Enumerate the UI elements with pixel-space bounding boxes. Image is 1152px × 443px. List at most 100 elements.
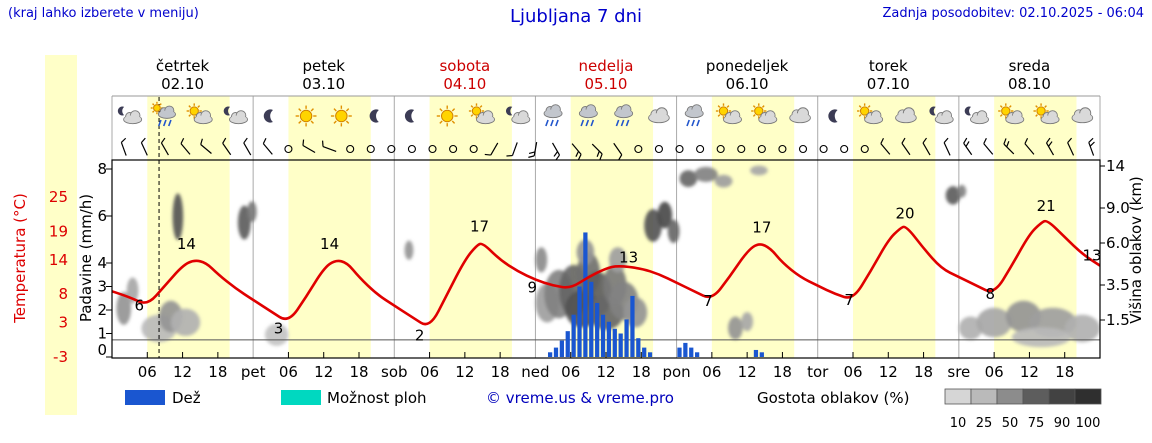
precip-tick-label: 2 <box>97 301 107 319</box>
temp-point-label: 7 <box>844 291 854 309</box>
density-swatch <box>1074 388 1102 405</box>
wind-calm-icon <box>634 144 643 154</box>
day-abbrev-label: pet <box>241 363 266 381</box>
last-update-text: Zadnja posodobitev: 02.10.2025 - 06:04 <box>882 6 1144 21</box>
cloud-tick-label: 9.0 <box>1106 199 1130 217</box>
day-date: 08.10 <box>1008 75 1051 93</box>
daylight-band <box>853 96 936 358</box>
wind-calm-icon <box>387 144 396 154</box>
weather-icon-rain-sun <box>150 101 176 127</box>
cloud-patch <box>1011 327 1071 348</box>
temperature-scale-strip <box>45 55 77 415</box>
rain-bar <box>571 314 576 357</box>
wind-barb-icon <box>180 137 191 155</box>
cloud-patch <box>714 174 733 188</box>
rain-bar <box>624 319 629 357</box>
precip-tick-label: 3 <box>97 278 107 296</box>
rain-bar <box>689 347 694 357</box>
temp-tick-label: 14 <box>49 251 68 269</box>
wind-calm-icon <box>675 144 684 154</box>
precip-tick-label: 6 <box>97 207 107 225</box>
temp-point-label: 6 <box>135 297 145 315</box>
weather-icon-sun <box>436 105 458 127</box>
daylight-band <box>429 96 512 358</box>
cloud-patch <box>667 219 680 243</box>
rain-bar <box>677 347 682 357</box>
temp-point-label: 14 <box>177 235 196 253</box>
precip-tick-label: 0 <box>97 341 107 359</box>
wind-barb-icon <box>120 137 127 156</box>
rain-bar <box>683 342 688 357</box>
wind-calm-icon <box>428 144 437 154</box>
day-abbrev-label: sob <box>381 363 408 381</box>
day-name: petek <box>302 57 345 75</box>
wind-calm-icon <box>716 144 725 154</box>
precip-tick-label: 4 <box>97 254 107 272</box>
rain-bar <box>589 281 594 357</box>
daylight-band <box>288 96 371 358</box>
hour-tick-label: 18 <box>208 363 227 381</box>
day-date: 05.10 <box>585 75 628 93</box>
showers-legend-swatch <box>281 390 321 405</box>
density-level-label: 90 <box>1054 416 1071 431</box>
weather-icon-cloud <box>789 107 811 124</box>
wind-barb-icon <box>901 137 911 156</box>
cloud-patch <box>679 170 698 188</box>
wind-barb-icon <box>262 137 273 155</box>
cloud-patch <box>657 201 673 229</box>
rain-bar <box>595 302 600 357</box>
hour-tick-label: 12 <box>173 363 192 381</box>
hour-tick-label: 12 <box>738 363 757 381</box>
wind-calm-icon <box>407 144 416 154</box>
rain-bar <box>642 347 647 357</box>
temperature-point-labels: 6 14 3 14 2 17 9 13 7 17 7 20 8 21 13 <box>135 197 1102 345</box>
rain-legend-label: Dež <box>172 389 201 407</box>
cloud-patch <box>728 316 743 340</box>
page-title: Ljubljana 7 dni <box>509 6 643 27</box>
copyright-link[interactable]: © vreme.us & vreme.pro <box>486 389 674 407</box>
day-date: 02.10 <box>161 75 204 93</box>
temp-point-label: 17 <box>470 218 489 236</box>
weather-icon-sun-cloud <box>857 103 884 125</box>
temp-tick-label: -3 <box>53 348 68 366</box>
wind-barb-icon <box>1045 137 1055 156</box>
hour-tick-label: 06 <box>561 363 580 381</box>
day-name: sobota <box>439 57 490 75</box>
weather-icon-moon-cloud <box>929 106 954 125</box>
cloud-patch <box>172 193 184 241</box>
wind-barb-icon <box>922 137 931 156</box>
wind-calm-icon <box>346 144 355 154</box>
weather-icon-cloud <box>895 107 917 124</box>
day-name: nedelja <box>578 57 633 75</box>
hour-tick-label: 12 <box>314 363 333 381</box>
hour-tick-label: 06 <box>279 363 298 381</box>
weather-icon-cloud <box>1071 107 1094 124</box>
day-name: sreda <box>1009 57 1051 75</box>
cloud-patch <box>750 165 768 176</box>
rain-bar <box>647 352 653 357</box>
cloud-density-legend-label: Gostota oblakov (%) <box>757 389 910 407</box>
cloud-patch <box>958 316 983 340</box>
day-date: 03.10 <box>302 75 345 93</box>
temp-point-label: 20 <box>895 205 914 223</box>
temp-point-label: 3 <box>274 320 284 338</box>
cloud-tick-label: 3.5 <box>1106 276 1130 294</box>
cloud-height-ticks: 14 9.0 6.0 3.5 1.5 <box>1100 157 1130 329</box>
wind-calm-icon <box>840 144 849 154</box>
menu-hint-text: (kraj lahko izberete v meniju) <box>8 6 199 21</box>
temp-point-label: 8 <box>985 285 995 303</box>
hour-tick-label: 12 <box>1020 363 1039 381</box>
wind-calm-icon <box>366 144 375 154</box>
density-swatch <box>1048 388 1076 405</box>
weather-icon-sun <box>295 105 317 127</box>
rain-bars <box>547 232 764 357</box>
temp-tick-label: 25 <box>49 188 68 206</box>
day-date: 07.10 <box>867 75 910 93</box>
hour-tick-label: 18 <box>914 363 933 381</box>
cloud-density-scale: 10 25 50 75 90 100 <box>944 388 1102 431</box>
density-level-label: 25 <box>976 416 993 431</box>
hour-tick-label: 06 <box>420 363 439 381</box>
temp-point-label: 13 <box>619 249 638 267</box>
temp-point-label: 2 <box>415 326 425 344</box>
hour-tick-label: 18 <box>773 363 792 381</box>
